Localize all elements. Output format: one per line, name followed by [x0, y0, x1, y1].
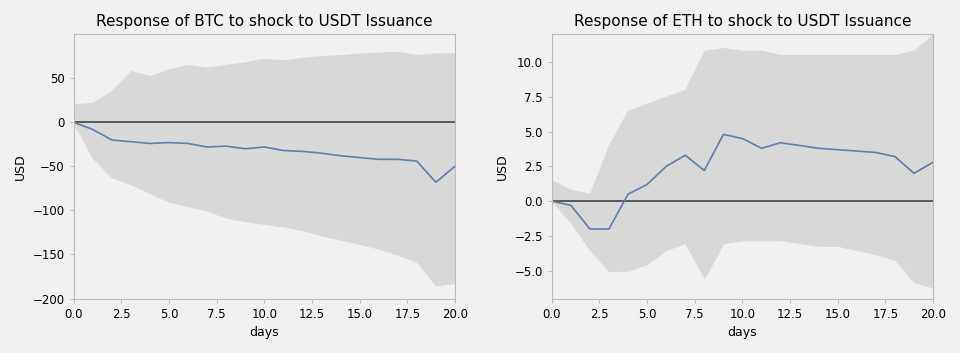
Title: Response of BTC to shock to USDT Issuance: Response of BTC to shock to USDT Issuanc… [96, 14, 433, 29]
Y-axis label: USD: USD [13, 153, 27, 180]
X-axis label: days: days [250, 326, 279, 339]
Title: Response of ETH to shock to USDT Issuance: Response of ETH to shock to USDT Issuanc… [574, 14, 911, 29]
X-axis label: days: days [728, 326, 757, 339]
Y-axis label: USD: USD [495, 153, 509, 180]
